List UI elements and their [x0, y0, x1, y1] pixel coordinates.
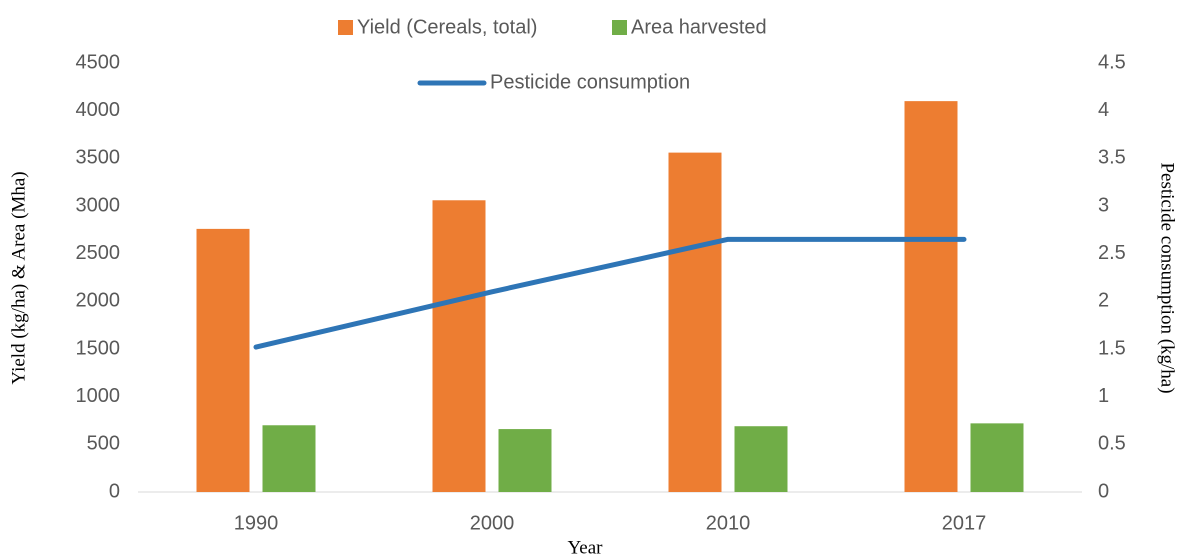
y-tick-label: 0	[109, 480, 120, 502]
y-tick-label: 3500	[76, 147, 121, 169]
y2-tick-label: 3	[1098, 194, 1109, 216]
y-tick-label: 4000	[76, 99, 121, 121]
y-tick-label: 2500	[76, 242, 121, 264]
y2-tick-label: 0	[1098, 480, 1109, 502]
x-tick-label: 2017	[942, 512, 987, 534]
y2-tick-label: 4	[1098, 99, 1109, 121]
x-tick-label: 1990	[234, 512, 279, 534]
bar	[970, 423, 1024, 492]
bar	[432, 200, 486, 492]
bar	[196, 228, 250, 492]
y2-axis-label: Pesticide consumption (kg/ha)	[1157, 162, 1178, 393]
y-tick-label: 1500	[76, 337, 121, 359]
y-tick-label: 2000	[76, 290, 121, 312]
line	[253, 236, 967, 350]
bar	[498, 429, 552, 492]
legend-swatch	[612, 20, 627, 35]
legend-label: Area harvested	[631, 16, 767, 38]
y2-tick-label: 1	[1098, 385, 1109, 407]
y2-tick-label: 0.5	[1098, 433, 1126, 455]
y-axis-label: Yield (kg/ha) & Area (Mha)	[8, 171, 29, 384]
x-axis-label: Year	[567, 537, 603, 558]
y2-tick-label: 2	[1098, 290, 1109, 312]
y2-tick-label: 1.5	[1098, 337, 1126, 359]
bar	[734, 426, 788, 492]
y2-tick-label: 2.5	[1098, 242, 1126, 264]
y2-tick-label: 3.5	[1098, 147, 1126, 169]
x-tick-label: 2010	[706, 512, 751, 534]
bar	[262, 425, 316, 492]
y2-tick-label: 4.5	[1098, 51, 1126, 73]
bar	[668, 152, 722, 492]
bar	[904, 101, 958, 492]
x-tick-label: 2000	[470, 512, 515, 534]
y-tick-label: 1000	[76, 385, 121, 407]
legend-label: Yield (Cereals, total)	[357, 16, 537, 38]
legend-swatch	[338, 20, 353, 35]
y-tick-label: 500	[87, 433, 120, 455]
legend-label: Pesticide consumption	[490, 71, 690, 93]
y-tick-label: 3000	[76, 194, 121, 216]
y-tick-label: 4500	[76, 51, 121, 73]
